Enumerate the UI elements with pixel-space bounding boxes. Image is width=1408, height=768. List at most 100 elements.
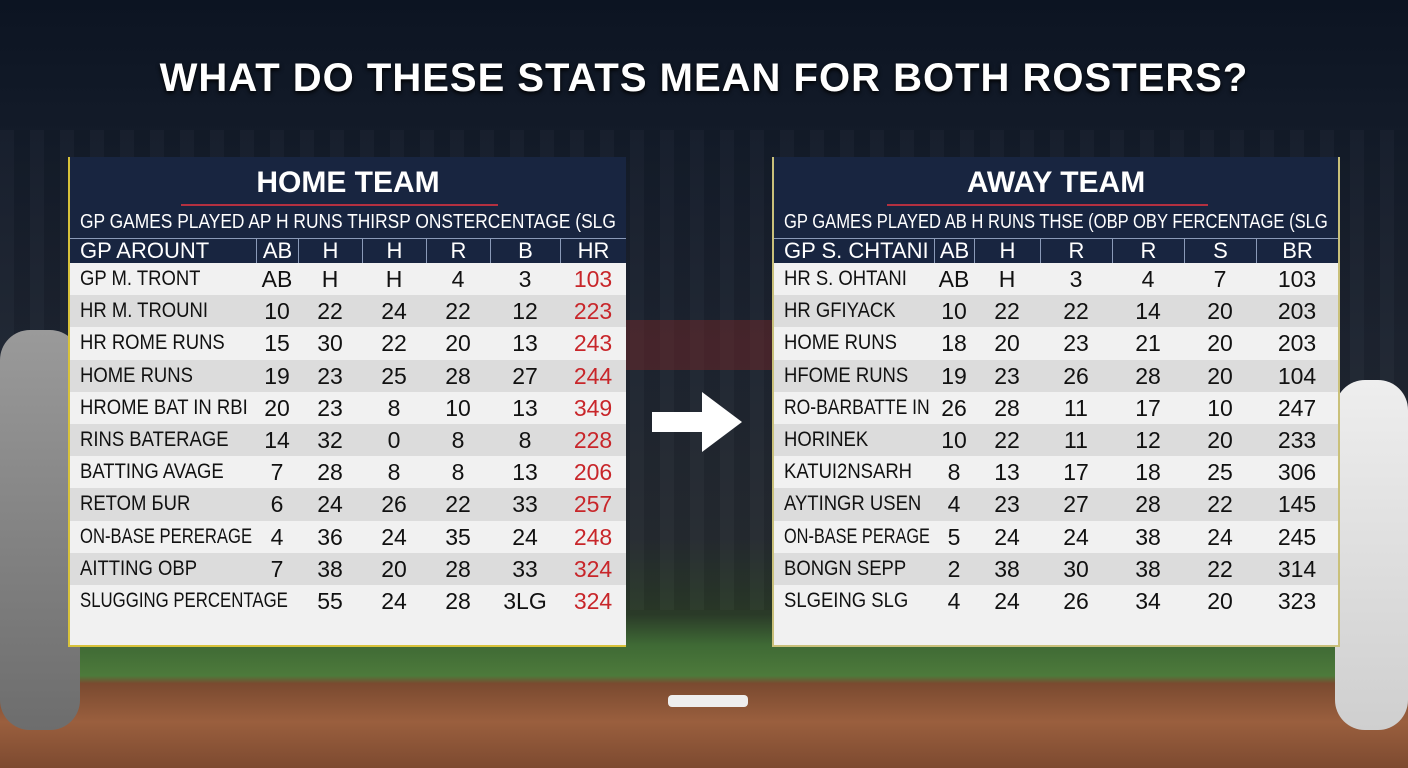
row-label-text: RETOM БUR [80, 492, 191, 516]
stat-cell: 248 [573, 523, 613, 550]
stat-cell: 28 [994, 394, 1020, 421]
column-header: AB [934, 239, 974, 263]
row-label-text: SLUGGING PERCENTAGE [80, 588, 288, 612]
stat-cell: 10 [941, 427, 967, 454]
player-stat-label: AITTING OBP [70, 553, 256, 585]
table-row: ON-BASE PERERAGE 4 36 24 35 24 248 [70, 521, 626, 553]
stat-cell: 23 [994, 491, 1020, 518]
stat-cell: 104 [1277, 362, 1317, 389]
stat-cell: 349 [573, 394, 613, 421]
header-caption: GP GAMES PLAYED AB H RUNS THSE (OBP OBY … [784, 211, 1328, 233]
table-row: RETOM БUR 6 24 26 22 33 257 [70, 488, 626, 521]
row-label-text: RINS BATERAGE [80, 428, 229, 452]
away-team-table: AWAY TEAM GP GAMES PLAYED AB H RUNS THSE… [772, 157, 1340, 647]
stat-cell: 12 [1135, 427, 1161, 454]
stat-cell: 17 [1063, 459, 1089, 486]
headline: WHAT DO THESE STATS MEAN FOR BOTH ROSTER… [159, 56, 1249, 100]
stat-cell: 27 [1063, 491, 1089, 518]
stat-cell: 10 [1207, 394, 1233, 421]
stat-cell: 55 [317, 587, 343, 614]
stat-cell: 20 [1207, 330, 1233, 357]
player-stat-label: HR GFIYACK [774, 295, 934, 327]
column-header: H [974, 239, 1040, 263]
table-row: GP M. TRONT AB H H 4 3 103 [70, 263, 626, 295]
stat-cell: 30 [317, 330, 343, 357]
player-stat-label: GP M. TRONT [70, 263, 256, 295]
stat-cell: 324 [573, 555, 613, 582]
stat-cell: 22 [1207, 491, 1233, 518]
stat-cell: 24 [1207, 523, 1233, 550]
player-stat-label: HFOME RUNS [774, 360, 934, 392]
stat-cell: 35 [445, 523, 471, 550]
player-stat-label: HR ROME RUNS [70, 327, 256, 359]
row-label-text: HR ROME RUNS [80, 331, 225, 355]
stat-cell: 24 [994, 523, 1020, 550]
table-row: ON-BASE PERAGE 5 24 24 38 24 245 [774, 521, 1338, 553]
stat-cell: 323 [1277, 587, 1317, 614]
stat-cell: 26 [941, 394, 967, 421]
stat-cell: 257 [573, 491, 613, 518]
stat-cell: 306 [1277, 459, 1317, 486]
table-row: AYTINGR USEN 4 23 27 28 22 145 [774, 488, 1338, 521]
stat-cell: H [321, 266, 339, 293]
stat-cell: 22 [1063, 298, 1089, 325]
away-table-header: AWAY TEAM GP GAMES PLAYED AB H RUNS THSE… [774, 157, 1338, 263]
stat-cell: 10 [941, 298, 967, 325]
stat-cell: 23 [994, 362, 1020, 389]
stat-cell: 25 [381, 362, 407, 389]
column-header: BR [1256, 239, 1338, 263]
stat-cell: 3 [1069, 266, 1083, 293]
stat-cell: 14 [264, 427, 290, 454]
column-headers: GP AROUNT AB H H R B HR [70, 238, 626, 263]
stat-cell: 32 [317, 427, 343, 454]
stat-cell: 24 [381, 523, 407, 550]
player-stat-label: HORINEK [774, 424, 934, 456]
stat-cell: 23 [317, 362, 343, 389]
stat-cell: AB [938, 266, 970, 293]
stat-cell: 24 [1063, 523, 1089, 550]
stat-cell: 28 [1135, 362, 1161, 389]
stat-cell: 7 [270, 459, 284, 486]
stat-cell: 8 [387, 459, 401, 486]
header-caption: GP GAMES PLAYED AP H RUNS THIRSP ONSTERC… [80, 211, 616, 233]
row-label-text: HOME RUNS [784, 331, 897, 355]
row-label-text: HORINEK [784, 428, 869, 452]
stat-cell: 24 [512, 523, 538, 550]
stat-cell: 0 [387, 427, 401, 454]
stat-cell: 20 [994, 330, 1020, 357]
row-label-text: GP M. TRONT [80, 267, 201, 291]
stat-cell: 33 [512, 491, 538, 518]
table-row: BONGN SEPP 2 38 30 38 22 314 [774, 552, 1338, 585]
row-label-text: KATUI2NSARH [784, 460, 913, 484]
stat-cell: 10 [445, 394, 471, 421]
column-header: R [1040, 239, 1112, 263]
stat-cell: 14 [1135, 298, 1161, 325]
column-header: R [1112, 239, 1184, 263]
stat-cell: 19 [941, 362, 967, 389]
stat-cell: 38 [317, 555, 343, 582]
title-underline [181, 204, 499, 206]
stat-cell: 8 [947, 459, 961, 486]
stat-cell: 20 [264, 394, 290, 421]
player-stat-label: RINS BATERAGE [70, 424, 256, 456]
base [668, 695, 748, 707]
stat-cell: 24 [317, 491, 343, 518]
stat-cell: 23 [1063, 330, 1089, 357]
row-label-text: AITTING OBP [80, 556, 198, 580]
home-team-table: HOME TEAM GP GAMES PLAYED AP H RUNS THIR… [68, 157, 626, 647]
row-label-text: HFOME RUNS [784, 363, 909, 387]
stat-cell: 20 [1207, 587, 1233, 614]
stat-cell: 23 [317, 394, 343, 421]
table-row: HOME RUNS 18 20 23 21 20 203 [774, 327, 1338, 359]
stat-cell: 25 [1207, 459, 1233, 486]
row-label-text: HR S. OHTANI [784, 267, 907, 291]
stat-cell: 26 [1063, 587, 1089, 614]
stat-cell: 7 [1213, 266, 1227, 293]
stat-cell: 18 [941, 330, 967, 357]
row-label-text: HROME BAT IN RBI [80, 395, 248, 419]
row-label-text: BATTING AVAGE [80, 460, 224, 484]
stat-cell: 20 [445, 330, 471, 357]
table-row: HR ROME RUNS 15 30 22 20 13 243 [70, 327, 626, 359]
row-label-text: HR GFIYACK [784, 299, 896, 323]
stat-cell: 22 [994, 298, 1020, 325]
